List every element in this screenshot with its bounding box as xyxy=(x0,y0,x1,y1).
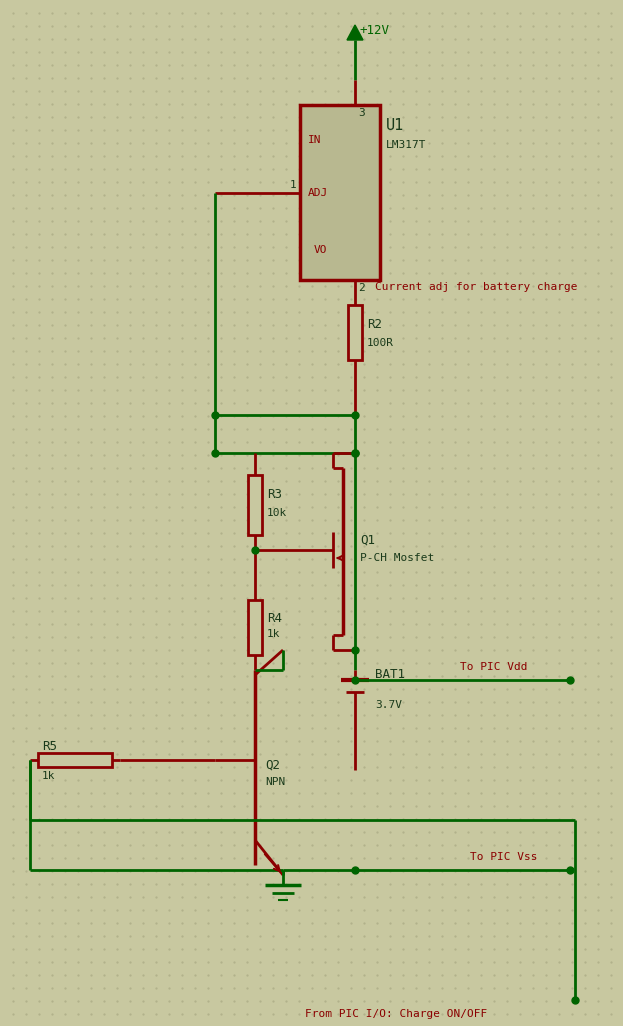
Text: From PIC I/O: Charge ON/OFF: From PIC I/O: Charge ON/OFF xyxy=(305,1009,487,1019)
Text: P-CH Mosfet: P-CH Mosfet xyxy=(360,553,434,563)
Text: BAT1: BAT1 xyxy=(375,669,405,681)
Text: IN: IN xyxy=(308,135,321,145)
Bar xyxy=(300,105,380,280)
Text: R4: R4 xyxy=(267,611,282,625)
Text: 3: 3 xyxy=(358,108,364,118)
Text: To PIC Vss: To PIC Vss xyxy=(470,852,538,862)
Bar xyxy=(38,753,112,767)
Text: Q1: Q1 xyxy=(360,534,375,547)
Text: NPN: NPN xyxy=(265,777,285,787)
Text: To PIC Vdd: To PIC Vdd xyxy=(460,662,528,672)
Text: 1k: 1k xyxy=(267,629,280,639)
Bar xyxy=(248,600,262,655)
Text: 2: 2 xyxy=(358,283,364,293)
Text: ADJ: ADJ xyxy=(308,188,328,198)
Text: 100R: 100R xyxy=(367,338,394,348)
Text: R2: R2 xyxy=(367,318,382,331)
Text: R3: R3 xyxy=(267,488,282,502)
Text: 3.7V: 3.7V xyxy=(375,700,402,710)
Text: LM317T: LM317T xyxy=(386,140,427,150)
Text: Q2: Q2 xyxy=(265,758,280,772)
Text: +12V: +12V xyxy=(360,24,390,37)
Text: R5: R5 xyxy=(42,740,57,752)
Text: 10k: 10k xyxy=(267,508,287,518)
Text: VO: VO xyxy=(314,245,328,255)
Text: U1: U1 xyxy=(386,118,404,132)
Text: 1k: 1k xyxy=(42,771,55,781)
Bar xyxy=(248,475,262,535)
Text: Current adj for battery charge: Current adj for battery charge xyxy=(375,282,578,292)
Text: 1: 1 xyxy=(290,180,297,190)
Bar xyxy=(348,305,362,360)
Polygon shape xyxy=(347,25,363,40)
